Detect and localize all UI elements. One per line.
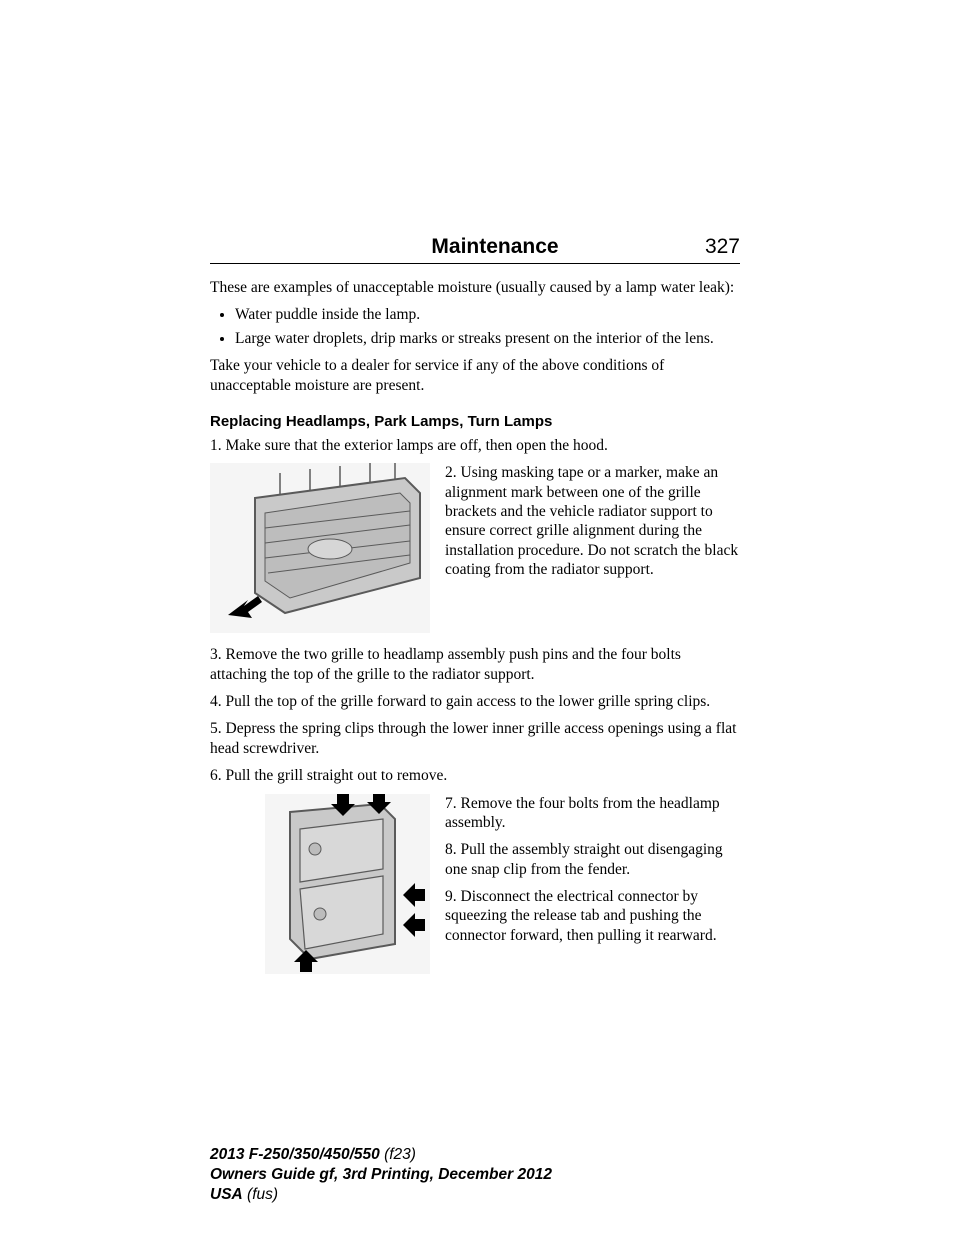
headlamp-diagram — [265, 794, 430, 974]
step-8: 8. Pull the assembly straight out diseng… — [445, 840, 740, 879]
step-2-text: 2. Using masking tape or a marker, make … — [445, 463, 740, 587]
list-item: Large water droplets, drip marks or stre… — [235, 329, 740, 348]
page-content: Maintenance 327 These are examples of un… — [210, 235, 740, 986]
steps-7-9-text: 7. Remove the four bolts from the headla… — [445, 794, 740, 954]
footer-code: (f23) — [380, 1146, 416, 1163]
footer-line-3: USA (fus) — [210, 1185, 740, 1205]
step-1: 1. Make sure that the exterior lamps are… — [210, 436, 740, 455]
footer-model: 2013 F-250/350/450/550 — [210, 1146, 380, 1163]
footer-region: USA — [210, 1186, 243, 1203]
step-4: 4. Pull the top of the grille forward to… — [210, 692, 740, 711]
footer-region-code: (fus) — [243, 1186, 278, 1203]
step-9: 9. Disconnect the electrical connector b… — [445, 887, 740, 945]
page-header: Maintenance 327 — [210, 235, 740, 264]
step-5: 5. Depress the spring clips through the … — [210, 719, 740, 758]
step-2: 2. Using masking tape or a marker, make … — [445, 463, 740, 579]
moisture-bullet-list: Water puddle inside the lamp. Large wate… — [235, 305, 740, 348]
step-3: 3. Remove the two grille to headlamp ass… — [210, 645, 740, 684]
page-number: 327 — [680, 235, 740, 259]
list-item: Water puddle inside the lamp. — [235, 305, 740, 324]
footer-line-1: 2013 F-250/350/450/550 (f23) — [210, 1145, 740, 1165]
headlamp-figure-block: 7. Remove the four bolts from the headla… — [210, 794, 740, 974]
step-7: 7. Remove the four bolts from the headla… — [445, 794, 740, 833]
footer-line-2: Owners Guide gf, 3rd Printing, December … — [210, 1165, 740, 1185]
intro-paragraph: These are examples of unacceptable moist… — [210, 278, 740, 297]
grille-figure-block: 2. Using masking tape or a marker, make … — [210, 463, 740, 633]
replacing-lamps-heading: Replacing Headlamps, Park Lamps, Turn La… — [210, 413, 740, 430]
step-6: 6. Pull the grill straight out to remove… — [210, 766, 740, 785]
grille-diagram — [210, 463, 430, 633]
page-footer: 2013 F-250/350/450/550 (f23) Owners Guid… — [210, 1145, 740, 1205]
section-title: Maintenance — [210, 235, 680, 259]
dealer-service-paragraph: Take your vehicle to a dealer for servic… — [210, 356, 740, 395]
